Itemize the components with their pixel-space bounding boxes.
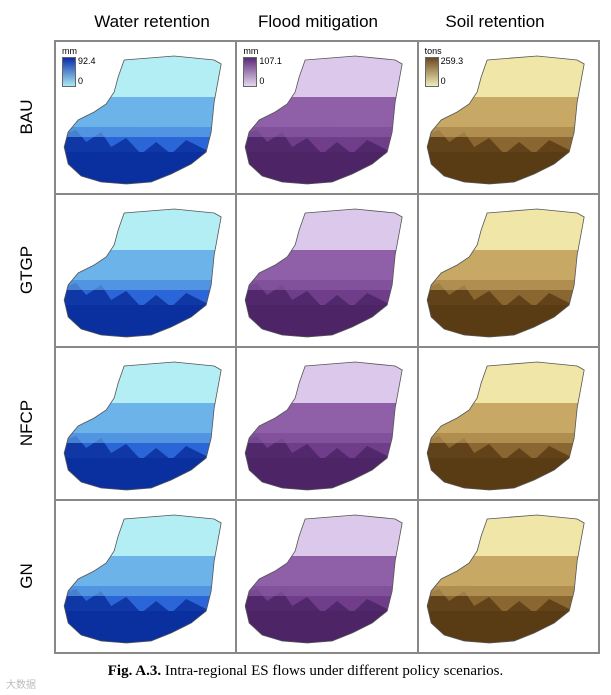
legend-unit: mm [62, 46, 77, 56]
map-panel-soil-gn [417, 500, 599, 653]
legend-max: 92.4 [78, 56, 96, 66]
map-panel-soil-bau: tons 259.3 0 [417, 41, 599, 194]
map-panel-water-gn [55, 500, 237, 653]
map-grid: mm 92.4 0 mm 107.1 0 tons 259.3 0 [54, 40, 600, 654]
map-panel-water-bau: mm 92.4 0 [55, 41, 237, 194]
figure-caption: Fig. A.3. Intra-regional ES flows under … [0, 663, 611, 680]
map-panel-flood-gtgp [236, 194, 418, 347]
map-panel-flood-bau: mm 107.1 0 [236, 41, 418, 194]
figure-caption-label: Fig. A.3. [107, 663, 162, 679]
col-header-soil: Soil retention [445, 12, 545, 31]
region-map [426, 55, 585, 185]
legend-color-bar [62, 57, 76, 87]
map-panel-soil-nfcp [417, 347, 599, 500]
row-label-gtgp: GTGP [17, 245, 36, 294]
region-map [426, 361, 585, 491]
legend-max: 107.1 [259, 56, 282, 66]
col-header-water: Water retention [94, 12, 210, 31]
legend-min: 0 [78, 76, 84, 86]
legend-color-bar [424, 57, 439, 87]
watermark: 大数据 [6, 680, 36, 691]
figure-caption-text: Intra-regional ES flows under different … [161, 663, 504, 679]
map-panel-flood-gn [236, 500, 418, 653]
region-map [245, 361, 403, 491]
map-panel-water-nfcp [55, 347, 237, 500]
region-map [245, 208, 403, 338]
region-map [245, 514, 403, 644]
legend-min: 0 [440, 76, 446, 86]
map-panel-flood-nfcp [236, 347, 418, 500]
map-panel-water-gtgp [55, 194, 237, 347]
legend-unit: tons [424, 46, 442, 56]
region-map [63, 361, 222, 491]
legend-max: 259.3 [440, 56, 464, 66]
row-label-nfcp: NFCP [17, 399, 36, 446]
col-header-flood: Flood mitigation [257, 12, 378, 31]
region-map [245, 55, 403, 185]
legend-unit: mm [243, 46, 259, 56]
legend-color-bar [243, 57, 258, 87]
legend-min: 0 [259, 76, 265, 86]
row-label-gn: GN [17, 562, 36, 589]
row-label-bau: BAU [17, 99, 36, 134]
region-map [63, 514, 222, 644]
region-map [426, 514, 585, 644]
map-panel-soil-gtgp [417, 194, 599, 347]
region-map [63, 208, 222, 338]
region-map [63, 55, 222, 185]
region-map [426, 208, 585, 338]
